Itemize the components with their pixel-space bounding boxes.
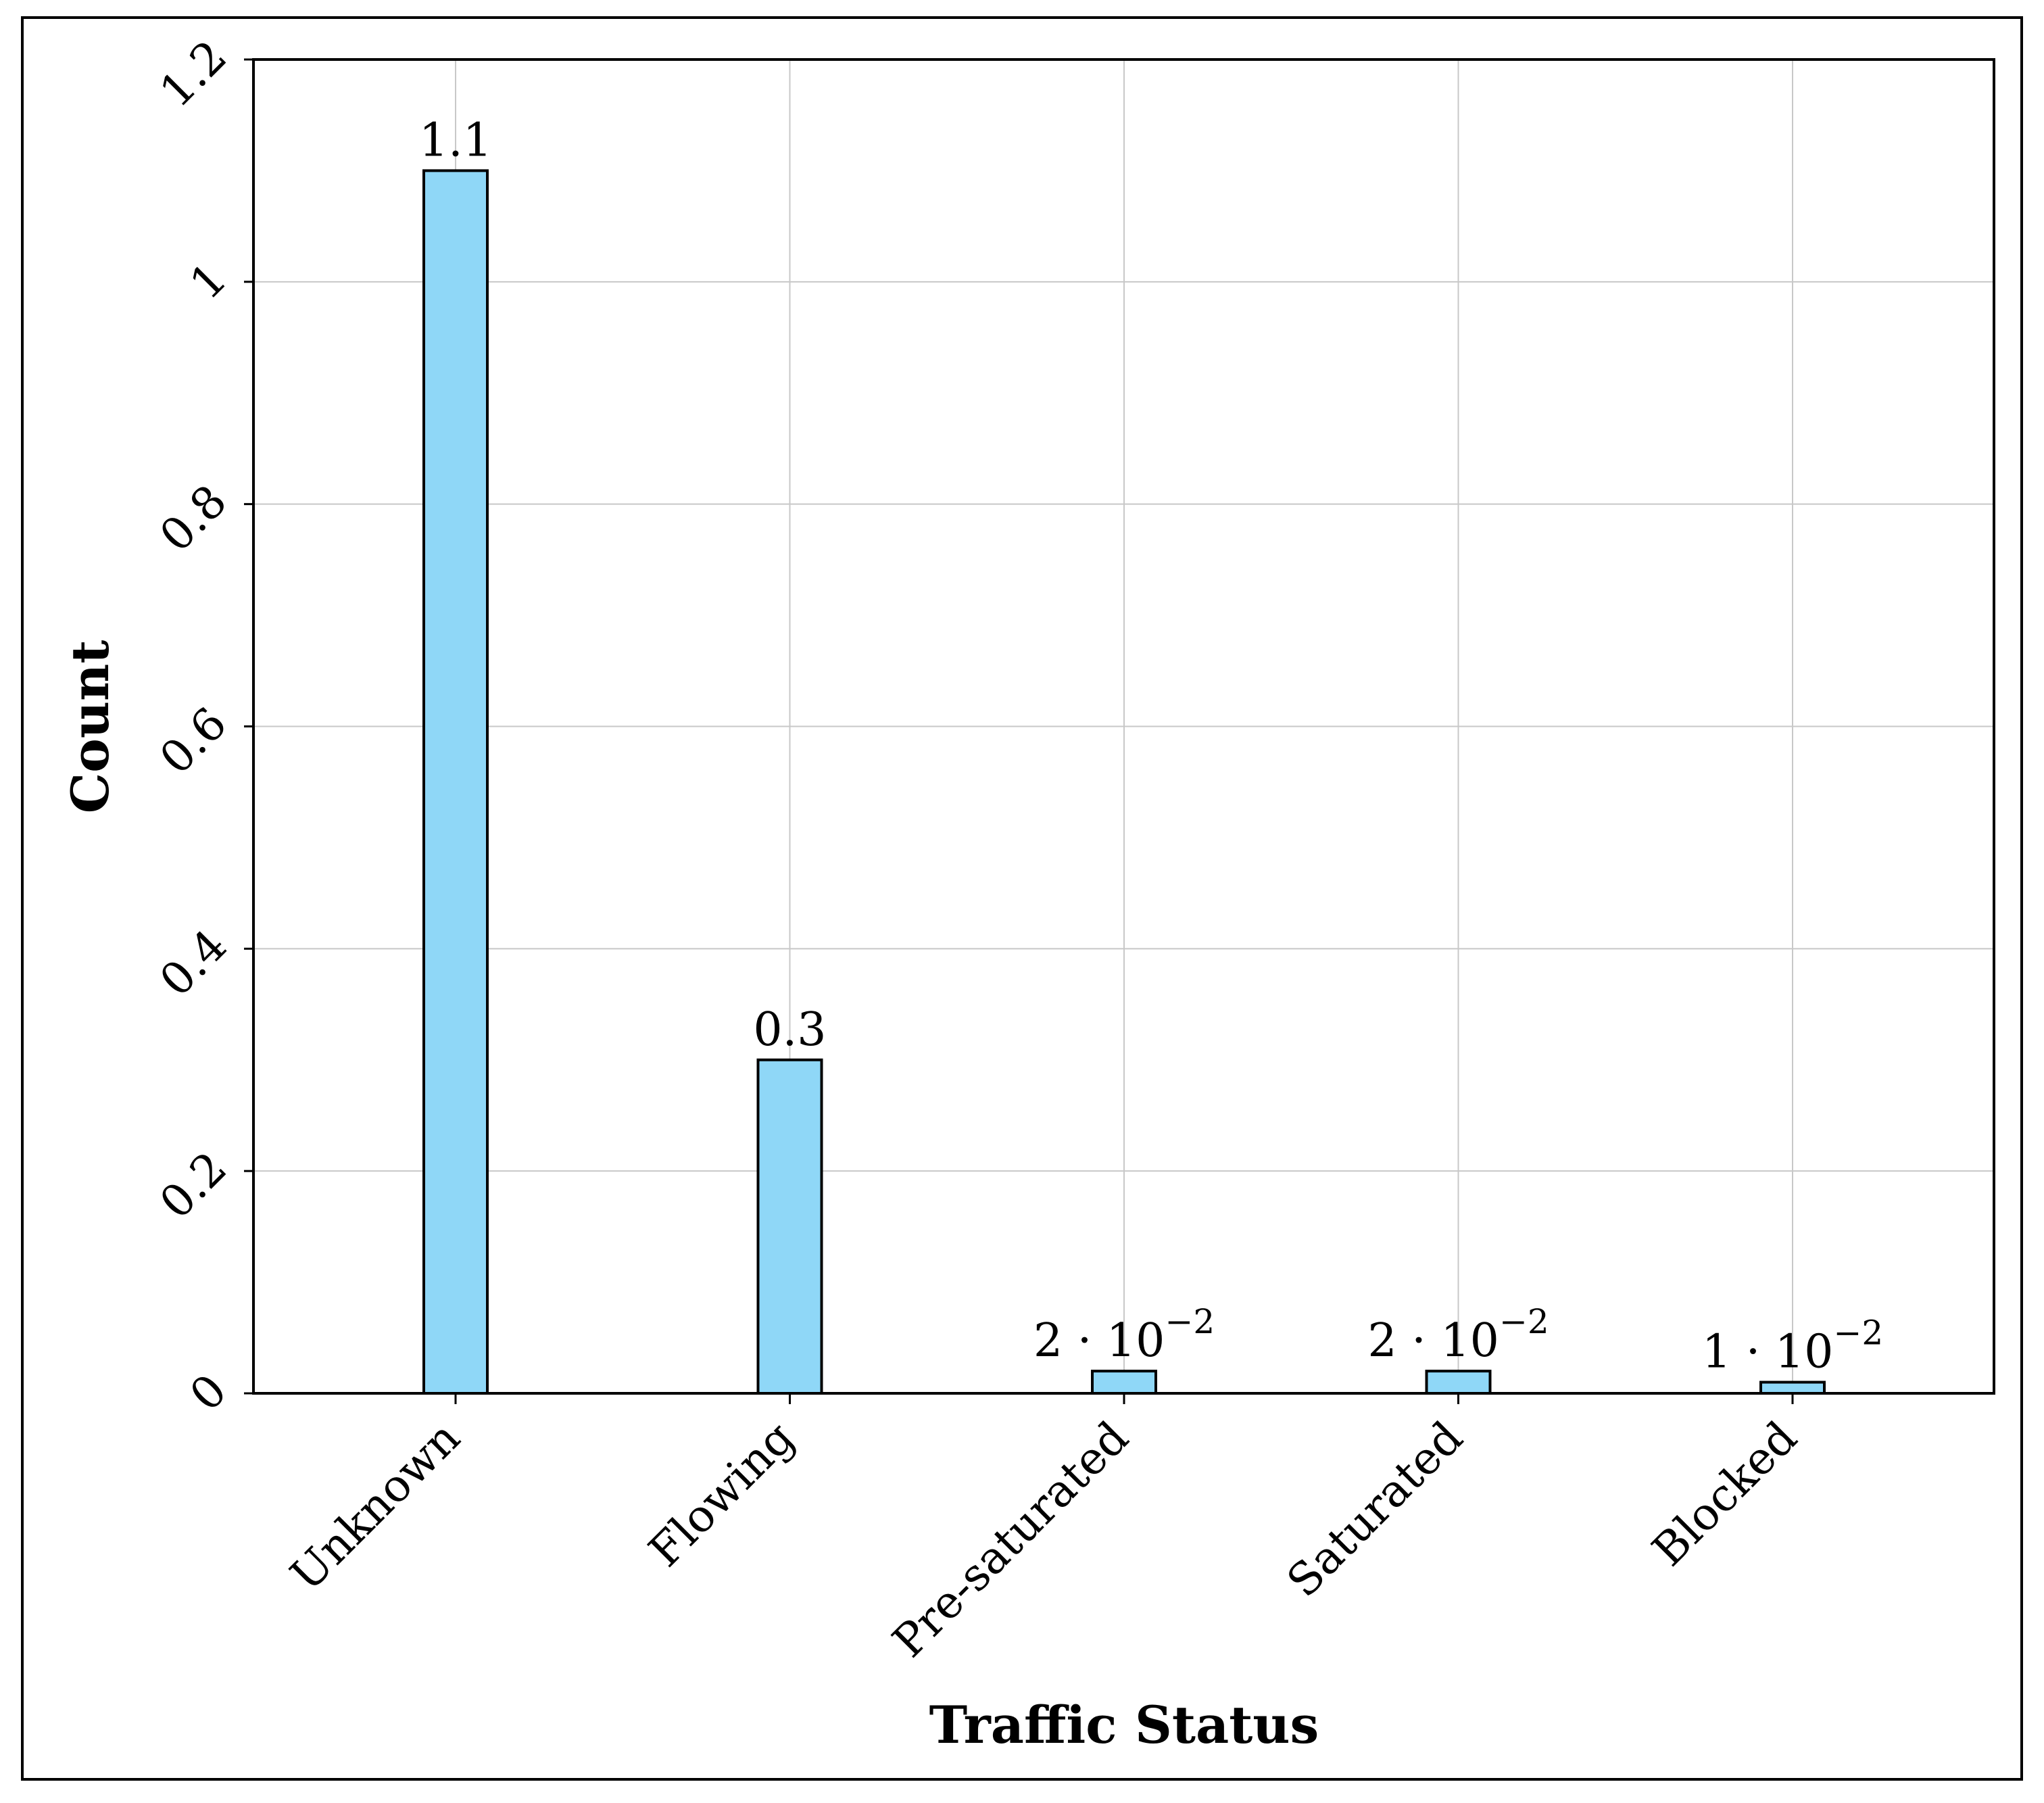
data-label-mantissa: 1.1 bbox=[419, 114, 492, 167]
figure-frame bbox=[21, 16, 2023, 1781]
data-label: 2 · 10−2 bbox=[1367, 1302, 1549, 1368]
data-label: 1.1 bbox=[419, 114, 492, 167]
data-label: 0.3 bbox=[753, 1003, 826, 1057]
data-label: 1 · 10−2 bbox=[1702, 1314, 1883, 1379]
data-labels: 1.10.32 · 10−2 2 · 10−21 · 10−2 bbox=[419, 114, 1883, 1378]
bar-saturated bbox=[1425, 1370, 1492, 1395]
y-axis-title: Count bbox=[60, 640, 120, 814]
data-label-exponent: −2 bbox=[1165, 1302, 1215, 1341]
x-axis-title: Traffic Status bbox=[929, 1695, 1319, 1755]
data-label-exponent: −2 bbox=[1833, 1314, 1883, 1353]
data-label-exponent: −2 bbox=[1499, 1302, 1549, 1341]
bar-unknown bbox=[422, 169, 489, 1395]
data-label-mantissa: 2 · 10 bbox=[1367, 1314, 1499, 1368]
bar-flowing bbox=[756, 1058, 823, 1395]
data-label-mantissa: 0.3 bbox=[753, 1003, 826, 1057]
data-label-mantissa: 1 · 10 bbox=[1702, 1326, 1834, 1379]
bar-blocked bbox=[1759, 1380, 1826, 1395]
bars bbox=[422, 169, 1826, 1395]
data-label-mantissa: 2 · 10 bbox=[1033, 1314, 1165, 1368]
data-label: 2 · 10−2 bbox=[1033, 1302, 1215, 1368]
bar-pre-saturated bbox=[1091, 1370, 1157, 1395]
